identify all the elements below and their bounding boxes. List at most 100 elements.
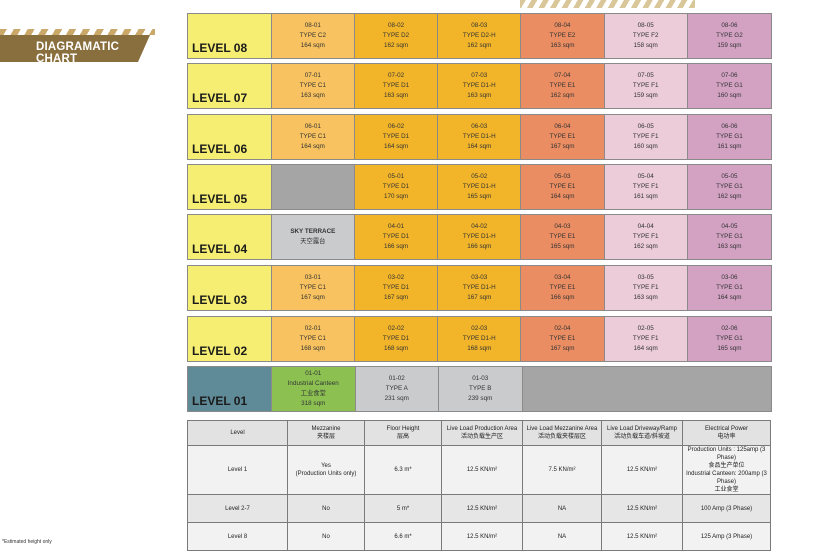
spec-header-row: Level Mezzanine 夹楼层 Floor Height 层高 Live L… bbox=[187, 420, 771, 446]
unit-area: 158 sqm bbox=[633, 42, 658, 49]
unit-code: 07-02 bbox=[387, 72, 405, 79]
unit-area: 239 sqm bbox=[468, 395, 493, 402]
unit-cell: 06-01 TYPE C1 164 sqm bbox=[271, 115, 355, 159]
unit-cell: 02-01 TYPE C1 168 sqm bbox=[271, 317, 355, 361]
unit-code: 07-05 bbox=[637, 72, 654, 79]
unit-cell: 02-06 TYPE G1 165 sqm bbox=[687, 317, 772, 361]
spec-cell-production: 12.5 KN/m² bbox=[441, 522, 523, 551]
unit-code: 06-05 bbox=[637, 123, 654, 130]
unit-cell: 07-02 TYPE D1 163 sqm bbox=[354, 64, 439, 108]
unit-cell: 06-03 TYPE D1-H 164 sqm bbox=[438, 115, 522, 159]
spec-header-floor-height: Floor Height 层高 bbox=[364, 420, 442, 446]
unit-code: 03-03 bbox=[471, 274, 488, 281]
unit-code: 02-01 bbox=[304, 325, 321, 332]
unit-area: 167 sqm bbox=[550, 345, 575, 352]
unit-type: TYPE D1-H bbox=[462, 183, 496, 190]
spec-header-level: Level bbox=[187, 420, 288, 446]
unit-code: 04-01 bbox=[387, 223, 405, 230]
unit-type: TYPE E1 bbox=[549, 133, 576, 140]
spec-cell-level: Level 1 bbox=[187, 445, 288, 495]
unit-code: 04-02 bbox=[471, 223, 488, 230]
unit-type: TYPE C1 bbox=[299, 82, 326, 89]
unit-cell: 01-03 TYPE B 239 sqm bbox=[439, 367, 523, 411]
unit-type: TYPE C1 bbox=[299, 335, 326, 342]
unit-type: TYPE G1 bbox=[716, 335, 743, 342]
unit-area: 318 sqm bbox=[301, 400, 326, 407]
unit-type: TYPE F2 bbox=[632, 32, 659, 39]
unit-area: 164 sqm bbox=[383, 143, 409, 150]
empty-area bbox=[522, 367, 771, 411]
unit-code: 02-03 bbox=[471, 325, 488, 332]
unit-area: 159 sqm bbox=[633, 92, 658, 99]
unit-type: TYPE D1 bbox=[382, 233, 410, 240]
unit-area: 164 sqm bbox=[550, 193, 575, 200]
unit-cell: 04-04 TYPE F1 162 sqm bbox=[604, 215, 688, 259]
unit-cell: 07-06 TYPE G1 160 sqm bbox=[687, 64, 772, 108]
unit-cell: 04-05 TYPE G1 163 sqm bbox=[687, 215, 772, 259]
unit-type: TYPE C1 bbox=[299, 133, 326, 140]
unit-code: 04-04 bbox=[637, 223, 654, 230]
unit-cell: 07-03 TYPE D1-H 163 sqm bbox=[438, 64, 522, 108]
level-label-text: LEVEL 07 bbox=[192, 91, 248, 105]
level-label: LEVEL 03 bbox=[188, 266, 272, 310]
unit-type: TYPE D1-H bbox=[462, 284, 496, 291]
unit-cell: 04-03 TYPE E1 165 sqm bbox=[521, 215, 605, 259]
unit-cell: 07-01 TYPE C1 163 sqm bbox=[271, 64, 355, 108]
unit-type: TYPE D1 bbox=[382, 183, 410, 190]
unit-area: 167 sqm bbox=[550, 143, 575, 150]
level-label-text: LEVEL 01 bbox=[192, 394, 248, 408]
unit-cell: 08-03 TYPE D2-H 162 sqm bbox=[438, 14, 522, 58]
unit-cell: 06-06 TYPE G1 161 sqm bbox=[687, 115, 772, 159]
unit-type: TYPE D1 bbox=[382, 82, 410, 89]
unit-cell: 02-03 TYPE D1-H 168 sqm bbox=[438, 317, 522, 361]
unit-cell: 02-02 TYPE D1 168 sqm bbox=[354, 317, 439, 361]
unit-code: 05-03 bbox=[554, 173, 571, 180]
unit-code: 08-03 bbox=[471, 22, 488, 29]
spec-cell-power: 125 Amp (3 Phase) bbox=[682, 522, 771, 551]
unit-area: 162 sqm bbox=[550, 92, 575, 99]
spec-cell-mezzanine: Yes (Production Units only) bbox=[287, 445, 365, 495]
unit-type: TYPE E1 bbox=[549, 233, 576, 240]
unit-type: TYPE D1-H bbox=[462, 133, 496, 140]
level-label: LEVEL 08 bbox=[188, 14, 272, 58]
unit-type: TYPE D2 bbox=[382, 32, 410, 39]
unit-cell: 03-06 TYPE G1 164 sqm bbox=[687, 266, 772, 310]
unit-code: 04-03 bbox=[554, 223, 571, 230]
unit-cell: 07-05 TYPE F1 159 sqm bbox=[604, 64, 688, 108]
unit-type: TYPE F1 bbox=[632, 183, 659, 190]
unit-code: 06-06 bbox=[721, 123, 738, 130]
unit-area: 163 sqm bbox=[550, 42, 575, 49]
unit-code: SKY TERRACE bbox=[290, 228, 336, 235]
unit-area: 165 sqm bbox=[717, 345, 742, 352]
unit-area: 164 sqm bbox=[717, 294, 742, 301]
unit-cell bbox=[271, 165, 355, 209]
unit-type: TYPE G1 bbox=[716, 183, 743, 190]
spec-header-power: Electrical Power 电功率 bbox=[682, 420, 771, 446]
unit-area: 166 sqm bbox=[467, 243, 492, 250]
unit-area: 161 sqm bbox=[633, 193, 658, 200]
unit-area: 162 sqm bbox=[717, 193, 742, 200]
unit-code: 03-02 bbox=[387, 274, 405, 281]
unit-area: 162 sqm bbox=[633, 243, 658, 250]
unit-area: 167 sqm bbox=[383, 294, 409, 301]
unit-cell: 05-02 TYPE D1-H 165 sqm bbox=[438, 165, 522, 209]
unit-type: TYPE D1-H bbox=[462, 335, 496, 342]
unit-code: 03-01 bbox=[304, 274, 321, 281]
spec-cell-production: 12.5 KN/m² bbox=[441, 494, 523, 523]
spec-cell-power: 100 Amp (3 Phase) bbox=[682, 494, 771, 523]
unit-cell: 03-02 TYPE D1 167 sqm bbox=[354, 266, 439, 310]
unit-type: TYPE G1 bbox=[716, 133, 743, 140]
unit-code: 05-05 bbox=[721, 173, 738, 180]
unit-type: TYPE E1 bbox=[549, 335, 576, 342]
level-label-text: LEVEL 05 bbox=[192, 192, 248, 206]
unit-type: TYPE F1 bbox=[632, 233, 659, 240]
unit-code: 07-01 bbox=[304, 72, 321, 79]
unit-code: 03-05 bbox=[637, 274, 654, 281]
unit-type: TYPE D2-H bbox=[462, 32, 496, 39]
spec-cell-height: 6.3 m* bbox=[364, 445, 442, 495]
unit-area: 162 sqm bbox=[467, 42, 492, 49]
spec-cell-mezz-load: NA bbox=[522, 522, 602, 551]
unit-cell: 05-04 TYPE F1 161 sqm bbox=[604, 165, 688, 209]
unit-code: 02-05 bbox=[637, 325, 654, 332]
unit-cell: 03-05 TYPE F1 163 sqm bbox=[604, 266, 688, 310]
